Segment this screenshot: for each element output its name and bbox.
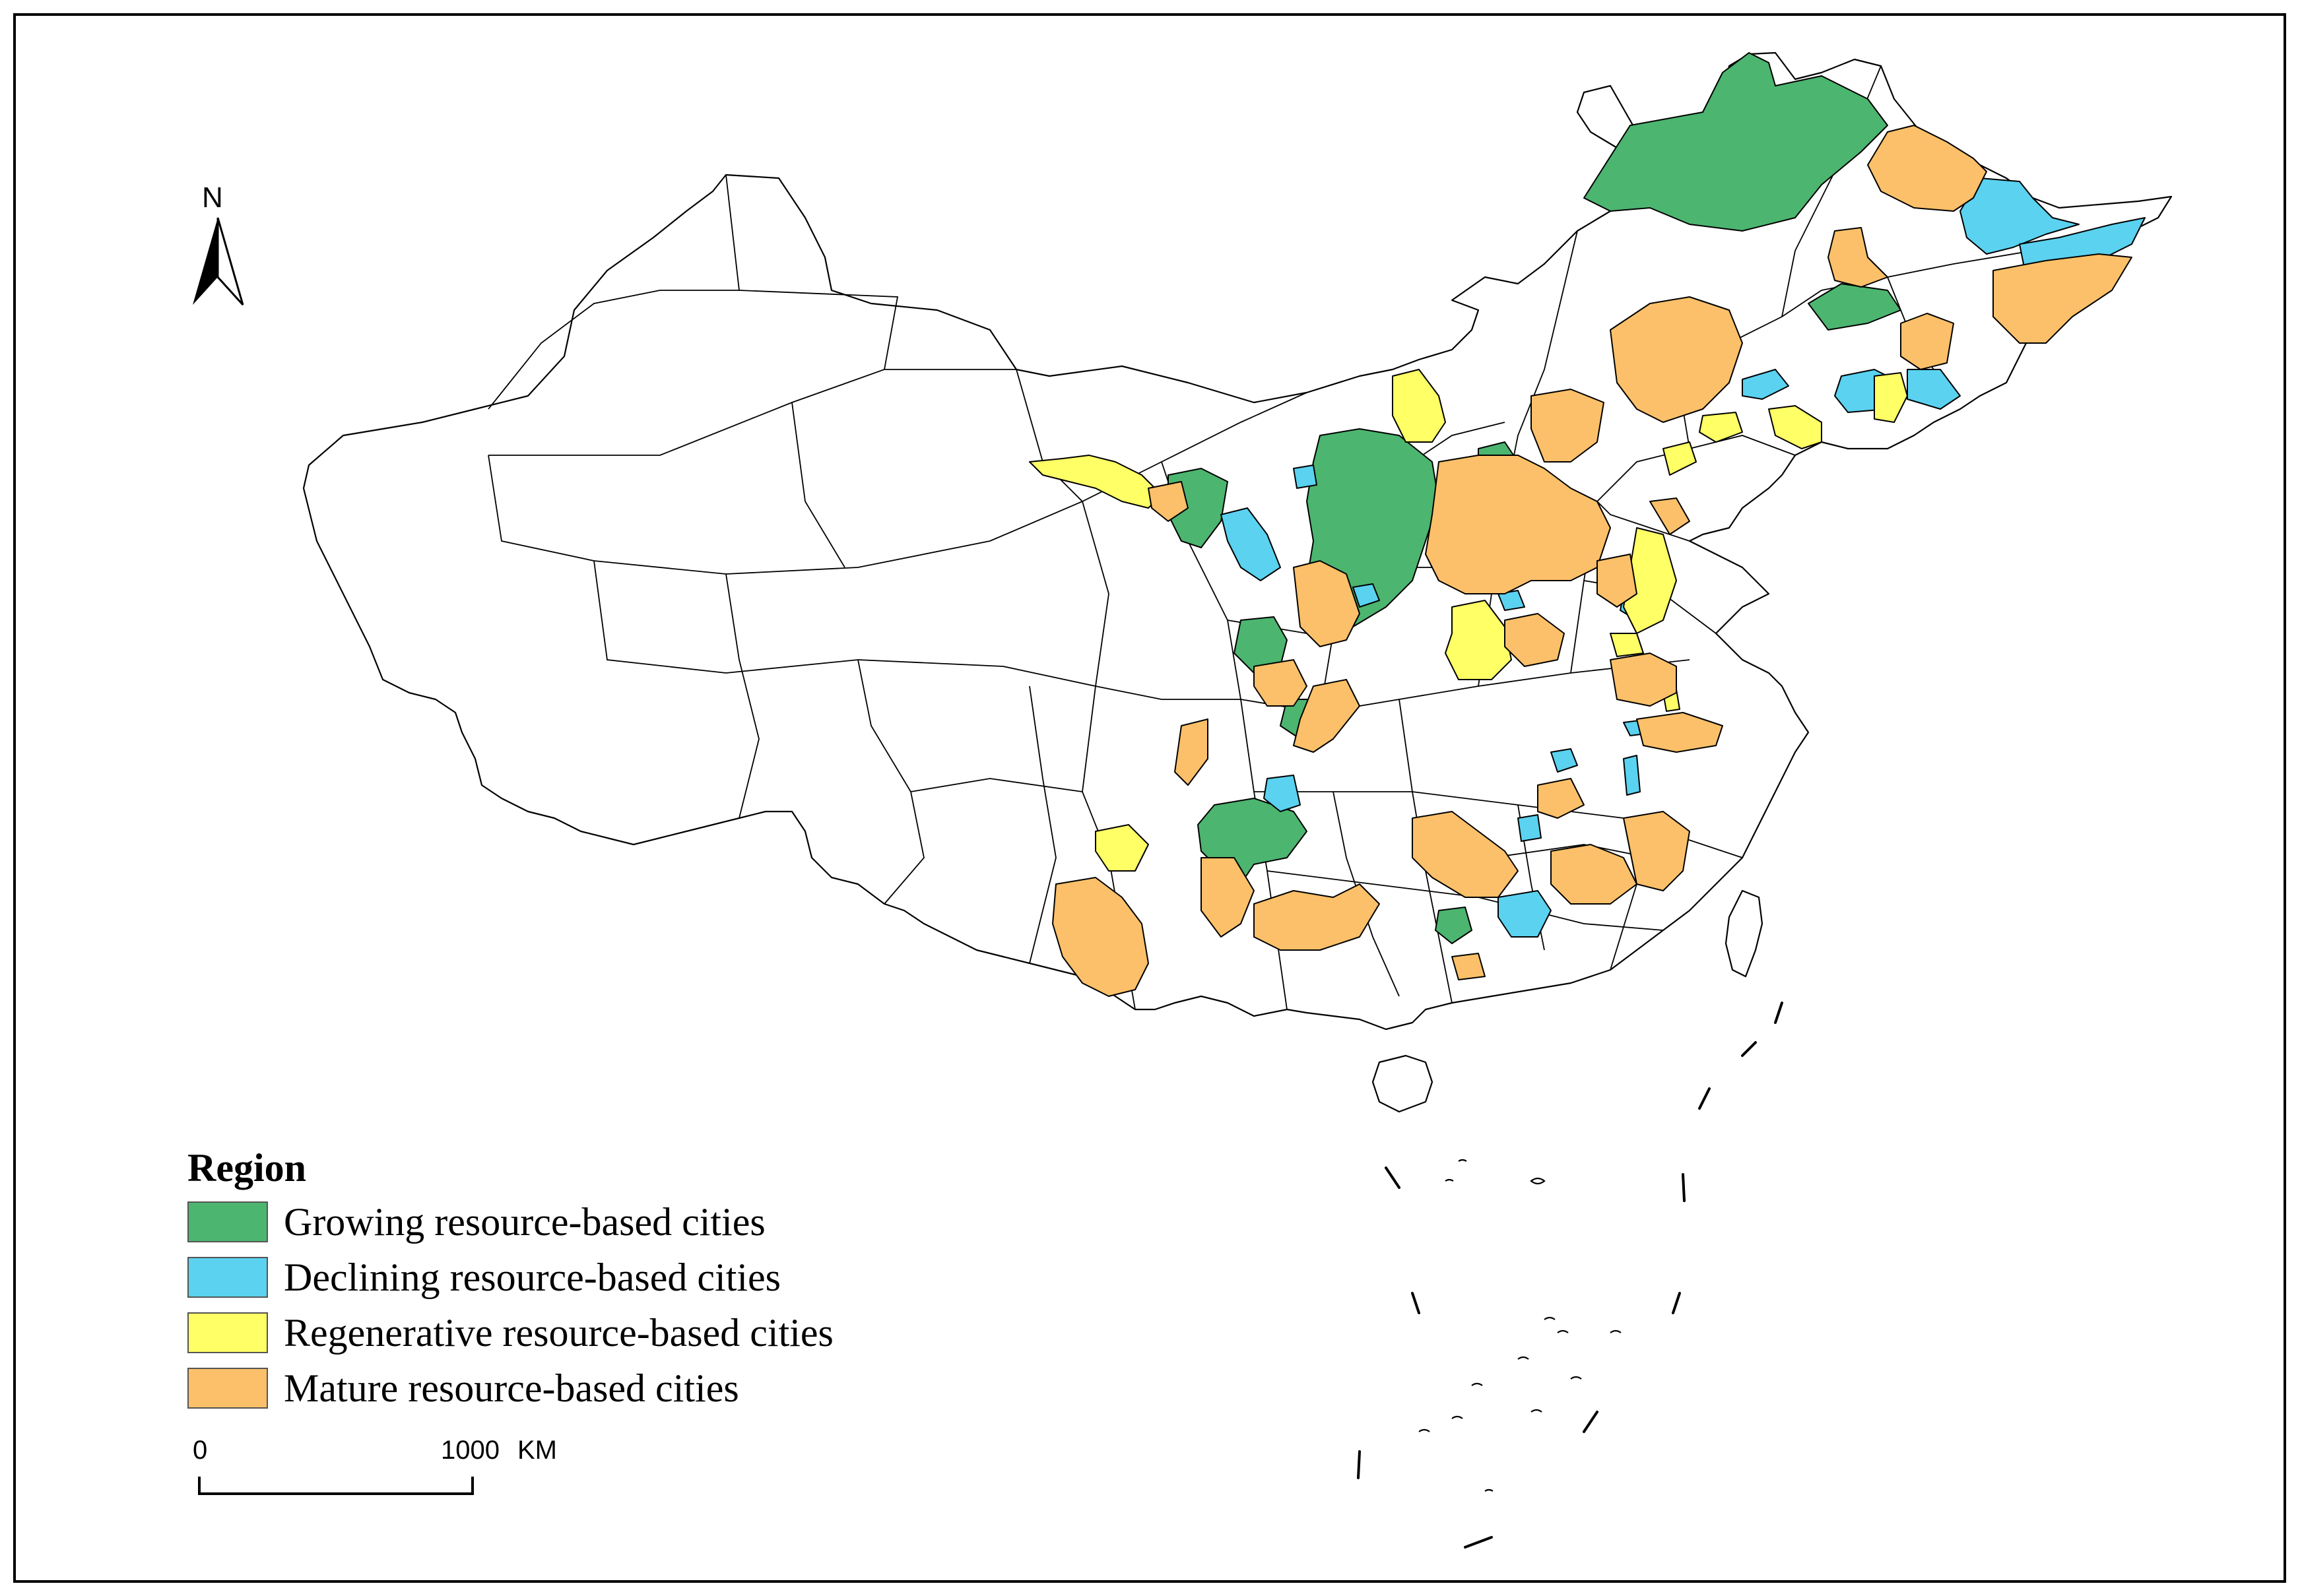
scale-end: 1000 xyxy=(441,1436,500,1465)
legend-label: Mature resource-based cities xyxy=(284,1366,739,1410)
mature-cities xyxy=(1052,125,2132,997)
legend: Region Growing resource-based cities Dec… xyxy=(187,1148,834,1416)
north-label: N xyxy=(202,181,223,214)
legend-item-declining: Declining resource-based cities xyxy=(187,1250,834,1305)
legend-swatch xyxy=(187,1312,268,1353)
legend-title: Region xyxy=(187,1146,306,1190)
north-arrow-icon xyxy=(193,217,244,306)
scale-unit: KM xyxy=(517,1436,557,1465)
scale-bar-labels: 0 1000 KM xyxy=(191,1432,557,1498)
legend-swatch xyxy=(187,1201,268,1242)
legend-swatch xyxy=(187,1257,268,1298)
scale-bar xyxy=(198,1477,474,1495)
legend-label: Growing resource-based cities xyxy=(284,1199,766,1244)
scale-start: 0 xyxy=(193,1436,208,1465)
regenerative-cities xyxy=(1029,369,1908,872)
legend-swatch xyxy=(187,1368,268,1409)
legend-item-mature: Mature resource-based cities xyxy=(187,1360,834,1416)
legend-label: Regenerative resource-based cities xyxy=(284,1310,834,1355)
legend-item-regenerative: Regenerative resource-based cities xyxy=(187,1305,834,1360)
taiwan-island xyxy=(1725,889,1763,978)
hainan-island xyxy=(1371,1054,1433,1113)
legend-label: Declining resource-based cities xyxy=(284,1255,781,1299)
legend-item-growing: Growing resource-based cities xyxy=(187,1194,834,1250)
map-frame xyxy=(13,13,2286,1583)
south-china-sea xyxy=(1357,1002,1783,1548)
